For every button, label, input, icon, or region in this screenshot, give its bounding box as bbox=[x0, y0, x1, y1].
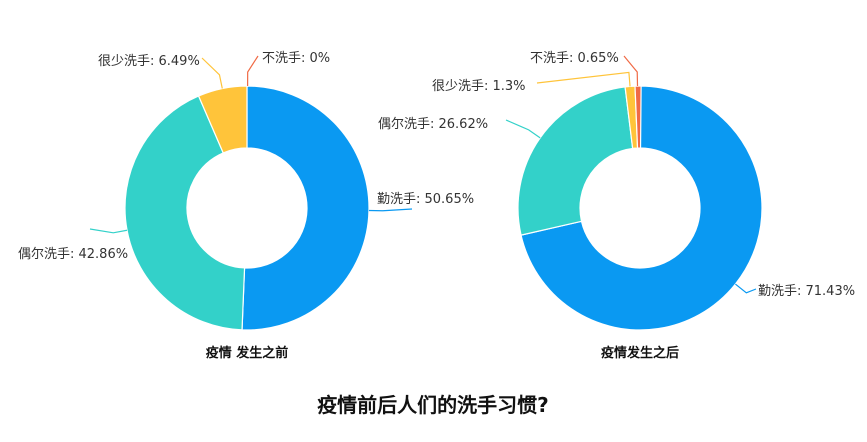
data-label-rarely: 很少洗手: 6.49% bbox=[98, 54, 200, 69]
leader-line-never bbox=[247, 55, 259, 87]
leader-line-rarely bbox=[201, 57, 223, 89]
data-label-never: 不洗手: 0.65% bbox=[530, 51, 619, 66]
leader-line-frequent bbox=[735, 283, 757, 294]
donut-chart-after: 勤洗手: 71.43% 偶尔洗手: 26.62% 很少洗手: 1.3% 不洗手: 0.… bbox=[378, 51, 855, 331]
leader-line-frequent bbox=[368, 208, 413, 212]
slice-occasional[interactable] bbox=[124, 95, 246, 331]
slice-rarely[interactable] bbox=[197, 85, 248, 154]
chart-title-after: 疫情发生之后 bbox=[601, 345, 679, 361]
leader-line-never bbox=[623, 55, 639, 87]
data-label-never: 不洗手: 0% bbox=[262, 51, 330, 66]
data-label-rarely: 很少洗手: 1.3% bbox=[432, 79, 526, 94]
slice-occasional[interactable] bbox=[517, 86, 634, 236]
leader-line-occasional bbox=[505, 119, 541, 139]
slice-frequent[interactable] bbox=[520, 85, 763, 331]
data-label-occasional: 偶尔洗手: 26.62% bbox=[378, 117, 488, 132]
slice-frequent[interactable] bbox=[241, 85, 370, 331]
slice-never[interactable] bbox=[634, 85, 642, 149]
main-title: 疫情前后人们的洗手习惯? bbox=[317, 393, 549, 417]
data-label-frequent: 勤洗手: 50.65% bbox=[377, 192, 474, 207]
data-label-frequent: 勤洗手: 71.43% bbox=[758, 284, 855, 299]
chart-title-before: 疫情 发生之前 bbox=[206, 345, 289, 361]
leader-line-occasional bbox=[89, 228, 128, 234]
leader-line-rarely bbox=[536, 71, 631, 87]
donut-chart-before: 勤洗手: 50.65% 偶尔洗手: 42.86% 很少洗手: 6.49% 不洗手: 0… bbox=[18, 51, 474, 331]
data-label-occasional: 偶尔洗手: 42.86% bbox=[18, 247, 128, 262]
